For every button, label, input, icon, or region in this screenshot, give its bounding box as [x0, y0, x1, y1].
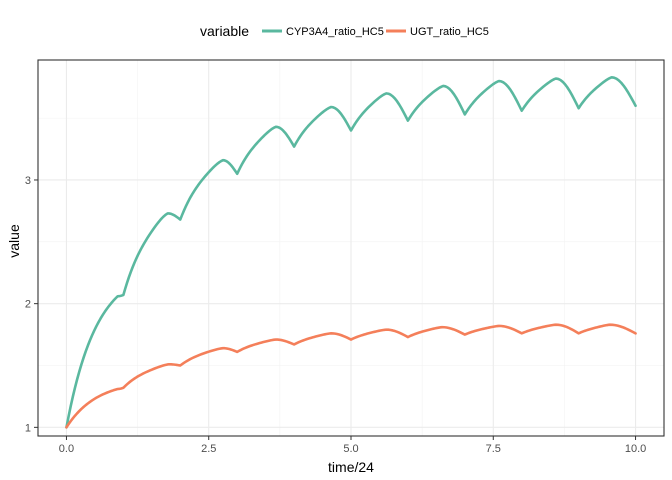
x-tick-label: 7.5 — [486, 443, 501, 455]
x-tick-label: 0.0 — [59, 443, 74, 455]
legend-label-ugt: UGT_ratio_HC5 — [410, 26, 489, 38]
legend-label-cyp3a4: CYP3A4_ratio_HC5 — [286, 26, 384, 38]
x-tick-label: 10.0 — [625, 443, 646, 455]
legend: variable CYP3A4_ratio_HC5 UGT_ratio_HC5 — [200, 23, 489, 39]
x-axis: 0.0 2.5 5.0 7.5 10.0 — [59, 436, 646, 455]
y-tick-label: 3 — [25, 175, 31, 187]
legend-title: variable — [200, 23, 249, 39]
series-line-ugt — [65, 323, 637, 429]
y-axis-title: value — [6, 224, 22, 258]
y-tick-label: 2 — [25, 299, 31, 311]
plot-panel — [37, 59, 665, 437]
series-line-cyp3a4 — [65, 76, 637, 429]
x-tick-label: 2.5 — [201, 443, 216, 455]
y-axis: 1 2 3 — [25, 175, 38, 434]
x-tick-label: 5.0 — [343, 443, 358, 455]
y-tick-label: 1 — [25, 422, 31, 434]
x-axis-title: time/24 — [328, 459, 374, 475]
